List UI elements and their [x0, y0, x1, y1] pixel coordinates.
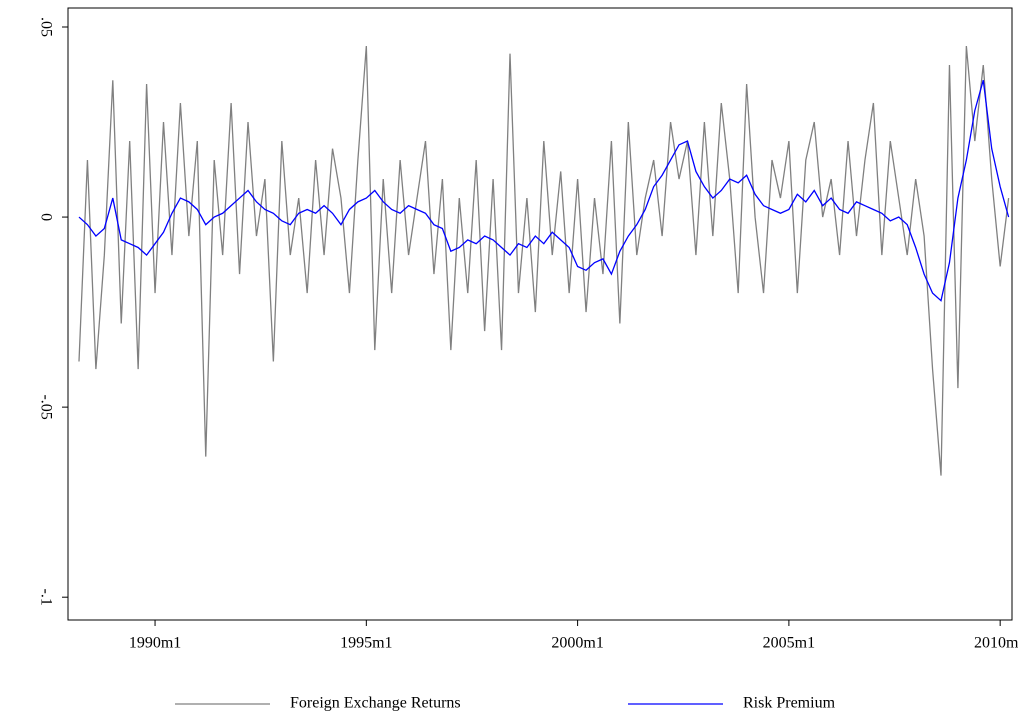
y-tick-label: .05 [37, 17, 54, 37]
y-tick-label: -.1 [37, 589, 54, 606]
x-tick-label: 2005m1 [763, 635, 815, 652]
x-tick-label: 1995m1 [340, 635, 392, 652]
y-tick-label: 0 [37, 213, 54, 221]
y-tick-label: -.05 [37, 394, 54, 419]
legend-label: Risk Premium [743, 695, 836, 712]
x-tick-label: 1990m1 [129, 635, 181, 652]
series-line [78, 80, 1010, 302]
x-tick-label: 2010m1 [974, 635, 1018, 652]
series-line [78, 45, 1010, 476]
legend-label: Foreign Exchange Returns [290, 695, 461, 712]
plot-frame [67, 7, 1013, 621]
x-tick-label: 2000m1 [551, 635, 603, 652]
